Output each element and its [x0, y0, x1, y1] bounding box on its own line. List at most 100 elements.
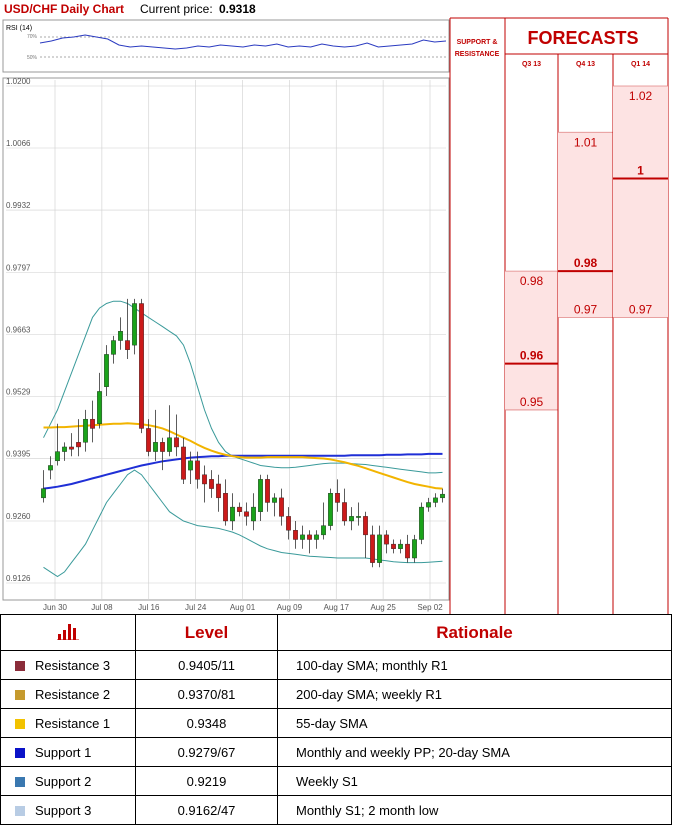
candle-body [230, 506, 235, 522]
candle-body [433, 497, 438, 503]
candle-body [440, 493, 445, 499]
row-name: Support 3 [35, 802, 92, 818]
table-row: Resistance 2 0.9370/81 200-day SMA; weekly… [0, 679, 672, 709]
candle-body [62, 446, 67, 452]
forecast-range-fill [613, 86, 668, 318]
row-name-cell: Resistance 1 [0, 708, 136, 738]
sr-title-line2: RESISTANCE [455, 51, 500, 58]
candle-body [279, 497, 284, 517]
table-header-rationale: Rationale [277, 614, 672, 651]
level-color-swatch [15, 689, 25, 700]
x-tick-label: Jul 24 [185, 603, 207, 612]
y-tick-label: 0.9529 [6, 388, 31, 397]
level-color-swatch [15, 718, 25, 729]
table-row: Support 1 0.9279/67 Monthly and weekly PP;… [0, 737, 672, 767]
candle-body [356, 516, 361, 518]
candle-body [132, 303, 137, 346]
bollinger-upper-line [43, 300, 443, 474]
candle-body [97, 391, 102, 425]
quarter-header: Q1 14 [631, 61, 650, 68]
candle-body [69, 446, 74, 450]
row-name: Support 2 [35, 773, 92, 789]
rsi-line [39, 34, 447, 50]
candle-body [419, 506, 424, 540]
candle-body [272, 497, 277, 503]
moving-averages [43, 422, 443, 490]
table-header-level: Level [135, 614, 278, 651]
candle-body [426, 502, 431, 508]
x-axis-ticks: Jun 30 Jul 08 Jul 16 Jul 24 Aug 01 Aug 09 Aug … [43, 603, 443, 612]
price-grid [6, 80, 446, 600]
quarter-header: Q4 13 [576, 61, 595, 68]
row-name: Resistance 3 [35, 657, 111, 673]
candle-body [160, 442, 165, 452]
x-tick-label: Aug 25 [370, 603, 396, 612]
forecast-mid-label: 0.96 [520, 349, 544, 363]
candle-body [90, 418, 95, 429]
candle-body [76, 442, 81, 448]
table-row: Support 2 0.9219 Weekly S1 [0, 766, 672, 796]
rsi-panel [2, 19, 450, 73]
candle-body [55, 451, 60, 462]
forecast-low-label: 0.95 [520, 395, 544, 409]
row-name-cell: Resistance 3 [0, 650, 136, 680]
row-rationale: 55-day SMA [277, 708, 672, 738]
candle-body [223, 493, 228, 522]
rsi-tick-50: 50% [27, 55, 38, 61]
candle-body [307, 534, 312, 540]
forecast-range-fill [558, 132, 613, 318]
forecast-title: FORECASTS [527, 28, 638, 48]
x-tick-label: Aug 09 [277, 603, 303, 612]
candle-body [405, 543, 410, 559]
candle-body [188, 460, 193, 471]
candle-body [153, 442, 158, 452]
candle-body [300, 534, 305, 540]
candle-body [251, 506, 256, 522]
table-row: Resistance 1 0.9348 55-day SMA [0, 708, 672, 738]
chart-title: USD/CHF Daily Chart [4, 2, 124, 16]
candle-body [293, 530, 298, 540]
forecast-columns: 0.98 0.96 0.95 1.01 0.98 0.97 1.02 1 0.97 [504, 54, 668, 614]
candle-body [181, 446, 186, 480]
forecast-low-label: 0.97 [629, 302, 653, 316]
table-row: Support 3 0.9162/47 Monthly S1; 2 month lo… [0, 795, 672, 825]
price-plot-frame [2, 77, 450, 601]
x-tick-label: Jul 16 [138, 603, 160, 612]
row-name: Support 1 [35, 744, 92, 760]
candle-body [174, 437, 179, 448]
y-tick-label: 1.0066 [6, 139, 31, 148]
row-rationale: 200-day SMA; weekly R1 [277, 679, 672, 709]
row-rationale: 100-day SMA; monthly R1 [277, 650, 672, 680]
candle-body [244, 511, 249, 517]
candle-body [377, 534, 382, 563]
candle-body [104, 354, 109, 387]
candle-body [265, 479, 270, 503]
x-tick-label: Aug 01 [230, 603, 256, 612]
candle-body [370, 534, 375, 563]
current-price-value: 0.9318 [219, 2, 256, 16]
y-tick-label: 0.9932 [6, 201, 31, 210]
row-level: 0.9370/81 [135, 679, 278, 709]
candle-body [398, 543, 403, 549]
forecast-high-label: 1.02 [629, 89, 653, 103]
y-tick-label: 0.9126 [6, 574, 31, 583]
row-level: 0.9219 [135, 766, 278, 796]
candle-body [321, 525, 326, 536]
table-row: Resistance 3 0.9405/11 100-day SMA; monthl… [0, 650, 672, 680]
candle-body [118, 331, 123, 341]
candle-body [41, 488, 46, 499]
row-name-cell: Support 1 [0, 737, 136, 767]
row-level: 0.9162/47 [135, 795, 278, 825]
candle-body [363, 516, 368, 536]
candle-body [48, 465, 53, 471]
sr-title-line1: SUPPORT & [457, 39, 498, 46]
quarter-header: Q3 13 [522, 61, 541, 68]
current-price-label: Current price: [140, 2, 213, 16]
candle-body [328, 493, 333, 526]
forecast-low-label: 0.97 [574, 302, 598, 316]
row-level: 0.9405/11 [135, 650, 278, 680]
sma200-line [43, 452, 443, 490]
row-name: Resistance 2 [35, 686, 111, 702]
bollinger-lower-line [43, 469, 443, 578]
